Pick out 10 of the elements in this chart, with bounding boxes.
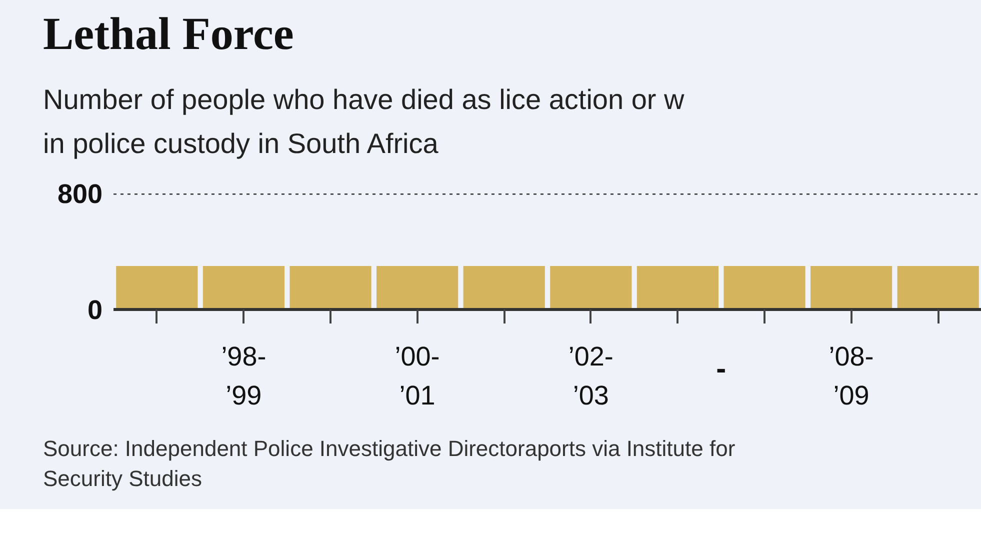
x-tick-label: ’98-’99 [221, 342, 266, 410]
y-tick-label: 800 [57, 179, 103, 209]
y-tick-label: 0 [87, 295, 103, 325]
text: - [716, 352, 726, 386]
x-tick-label: ’02-’03 [568, 342, 614, 410]
source-note: Source: Independent Police Investigative Directoraports via Institute for Security Studies [43, 435, 736, 493]
x-tick-label: ’08-’09 [828, 342, 874, 410]
x-tick-label: ’00-’01 [394, 342, 440, 410]
chart-title: Lethal Force [43, 7, 294, 61]
chart-subtitle: Number of people who have died as lice action or w in police custody in South Africa [43, 83, 684, 161]
